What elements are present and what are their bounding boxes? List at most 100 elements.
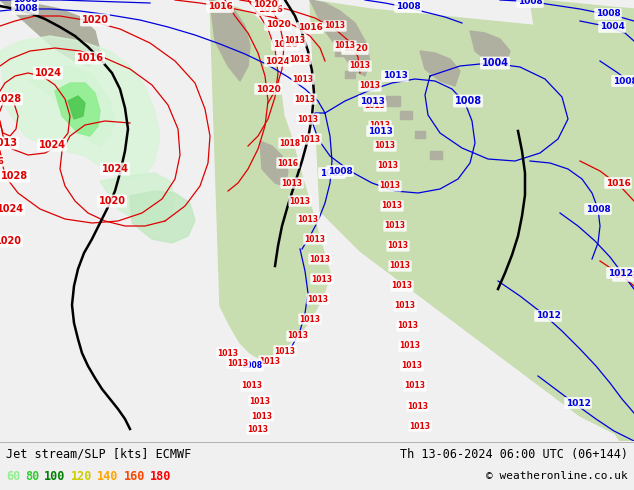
Text: 1013: 1013 [307,294,328,303]
Text: 1013: 1013 [410,421,430,431]
Text: 1013: 1013 [365,101,385,111]
Text: 1013: 1013 [252,412,273,420]
Text: 1024: 1024 [34,68,61,78]
Polygon shape [415,131,425,138]
Text: 1016: 1016 [613,271,634,280]
Polygon shape [580,361,634,441]
Text: 1013: 1013 [368,126,392,136]
Text: 60: 60 [6,469,20,483]
Text: 1008: 1008 [328,167,353,175]
Text: 1013: 1013 [287,332,309,341]
Text: 1013: 1013 [290,54,311,64]
Polygon shape [470,31,510,66]
Text: 1013: 1013 [247,424,269,434]
Polygon shape [600,241,634,341]
Text: 1013: 1013 [250,396,271,406]
Text: 6: 6 [0,156,3,166]
Text: 1013: 1013 [299,315,321,323]
Text: 1013: 1013 [297,215,318,223]
Text: 1013: 1013 [311,274,332,284]
Polygon shape [210,0,250,81]
Text: 1013: 1013 [309,254,330,264]
Text: 1016: 1016 [273,41,297,49]
Text: 1004: 1004 [600,23,624,31]
Text: 1013: 1013 [295,95,316,103]
Text: 1008: 1008 [586,204,611,214]
Polygon shape [335,46,350,56]
Text: 1008: 1008 [595,9,621,19]
Text: 100: 100 [44,469,65,483]
Text: 1012: 1012 [607,269,633,277]
Polygon shape [365,81,377,89]
Text: 1016: 1016 [605,178,630,188]
Polygon shape [530,0,634,73]
Text: 1018: 1018 [280,139,301,147]
Text: 1013: 1013 [404,382,425,391]
Polygon shape [0,0,100,66]
Polygon shape [345,71,355,78]
Text: 1013: 1013 [335,42,356,50]
Text: 1013: 1013 [380,181,401,191]
Polygon shape [130,191,195,243]
Text: 1013: 1013 [217,348,238,358]
Polygon shape [55,83,100,136]
Text: 1013: 1013 [408,401,429,411]
Text: 1013: 1013 [382,72,408,80]
Text: 1024: 1024 [39,140,65,150]
Text: 1013: 1013 [394,301,415,311]
Text: 1012: 1012 [566,398,590,408]
Text: 1016: 1016 [278,158,299,168]
Text: 1020: 1020 [98,196,126,206]
Polygon shape [30,66,115,146]
Polygon shape [0,36,160,181]
Text: 1013: 1013 [292,74,313,83]
Text: 1004: 1004 [481,58,508,68]
Text: 1008: 1008 [13,0,37,4]
Text: 1013: 1013 [299,134,321,144]
Text: 1013: 1013 [325,22,346,30]
Text: 1013: 1013 [401,362,422,370]
Text: 1016: 1016 [256,0,280,4]
Text: 120: 120 [70,469,92,483]
Polygon shape [310,0,634,441]
Polygon shape [68,96,85,119]
Text: 1013: 1013 [375,142,396,150]
Text: 1013: 1013 [389,262,410,270]
Polygon shape [420,51,460,86]
Text: 1028: 1028 [1,171,29,181]
Text: 1016: 1016 [77,53,103,63]
Text: 1013: 1013 [259,357,280,366]
Text: 1013: 1013 [387,242,408,250]
Text: 1013: 1013 [242,382,262,391]
Text: 1008: 1008 [396,2,420,11]
Text: 1013: 1013 [399,342,420,350]
Text: 1013: 1013 [275,346,295,356]
Polygon shape [100,173,175,226]
Text: 1008: 1008 [612,76,634,85]
Text: Th 13-06-2024 06:00 UTC (06+144): Th 13-06-2024 06:00 UTC (06+144) [400,447,628,461]
Text: 1013: 1013 [349,62,370,71]
Text: 1020: 1020 [0,236,22,246]
Text: 1013: 1013 [384,221,406,230]
Text: 1013: 1013 [370,122,391,130]
Polygon shape [260,141,288,186]
Text: 1013: 1013 [377,162,399,171]
Text: 1020: 1020 [82,15,108,25]
Text: 1020: 1020 [252,0,278,9]
Text: 1013: 1013 [398,321,418,330]
Text: 1016: 1016 [297,24,323,32]
Text: 180: 180 [150,469,171,483]
Text: 1024: 1024 [266,56,290,66]
Text: 1013: 1013 [304,235,325,244]
Text: 160: 160 [124,469,145,483]
Text: 1005: 1005 [320,169,344,177]
Text: 1013: 1013 [290,196,311,205]
Text: 1013: 1013 [228,359,249,368]
Text: 1013: 1013 [359,97,384,105]
Text: Jet stream/SLP [kts] ECMWF: Jet stream/SLP [kts] ECMWF [6,447,191,461]
Polygon shape [400,111,412,119]
Polygon shape [210,0,330,359]
Text: 1013: 1013 [382,201,403,211]
Text: 1020: 1020 [342,45,367,53]
Text: 1020: 1020 [256,84,280,94]
